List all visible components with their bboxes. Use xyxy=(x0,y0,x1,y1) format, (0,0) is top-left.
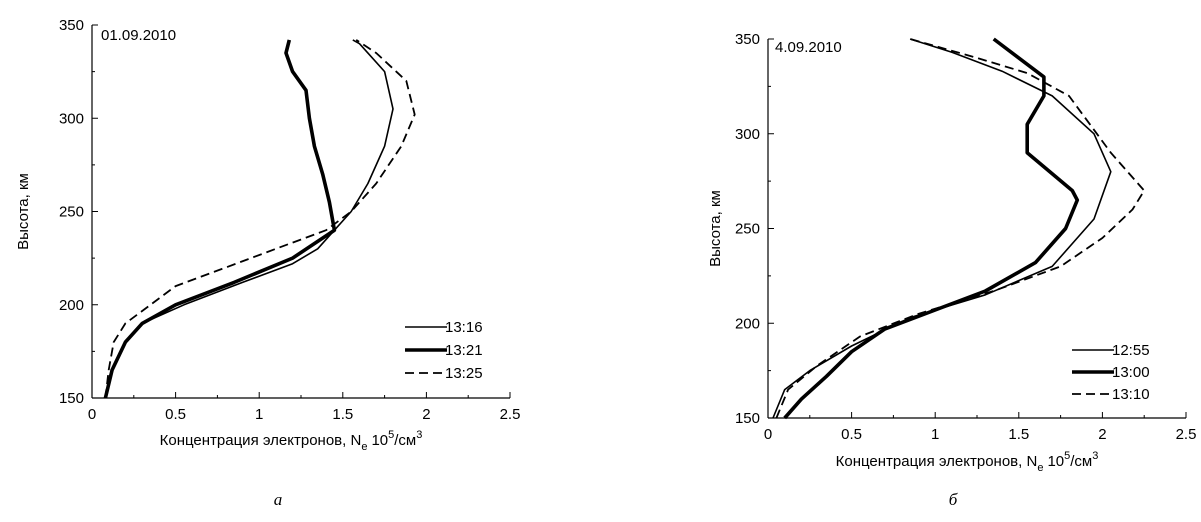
legend-label: 12:55 xyxy=(1112,342,1150,359)
y-axis-label: Высота, км xyxy=(15,173,32,250)
y-tick-label: 350 xyxy=(59,17,84,34)
y-tick-label: 300 xyxy=(59,110,84,127)
panel-caption: б xyxy=(949,490,958,509)
y-tick-label: 200 xyxy=(735,315,760,332)
x-axis-label-subscript: e xyxy=(361,441,367,453)
series-line-1310 xyxy=(775,38,1146,419)
y-tick-label: 200 xyxy=(59,297,84,314)
x-axis-label-unit2: /см xyxy=(1070,453,1092,470)
x-tick-label: 2.5 xyxy=(1176,426,1197,443)
x-axis-label-exponent: 5 xyxy=(388,429,394,441)
legend-label: 13:25 xyxy=(445,365,483,382)
x-axis-label-unit: 10 xyxy=(371,432,388,449)
y-axis-label: Высота, км xyxy=(707,190,724,267)
x-axis-label-text: Концентрация электронов, N xyxy=(836,453,1038,470)
y-tick-label: 250 xyxy=(735,221,760,238)
y-tick-label: 250 xyxy=(59,204,84,221)
x-tick-label: 1 xyxy=(255,406,263,423)
series-line-1316 xyxy=(104,39,394,399)
x-axis-label-exponent: 5 xyxy=(1064,450,1070,462)
y-tick-label: 150 xyxy=(735,410,760,427)
legend-label: 13:16 xyxy=(445,319,483,336)
legend-label: 13:00 xyxy=(1112,364,1150,381)
x-tick-label: 1 xyxy=(931,426,939,443)
x-axis-label: Концентрация электронов, Ne 105/см3 xyxy=(160,429,423,453)
x-tick-label: 0 xyxy=(88,406,96,423)
x-axis-label-exponent2: 3 xyxy=(1092,450,1098,462)
x-axis-label-unit: 10 xyxy=(1047,453,1064,470)
x-tick-label: 1.5 xyxy=(332,406,353,423)
x-tick-label: 2.5 xyxy=(500,406,521,423)
x-tick-label: 2 xyxy=(422,406,430,423)
chart-b: 0 0.5 1 1.5 2 2.5 150 200 250 300 350 4.09.2010 12:5… xyxy=(707,31,1196,509)
x-tick-label: 0.5 xyxy=(165,406,186,423)
y-tick-label: 300 xyxy=(735,126,760,143)
y-tick-label: 350 xyxy=(735,31,760,48)
series-line-1255 xyxy=(772,38,1112,419)
series-line-1300 xyxy=(783,37,1080,420)
legend-label: 13:21 xyxy=(445,342,483,359)
series-line-1321 xyxy=(103,39,337,399)
x-tick-label: 0 xyxy=(764,426,772,443)
x-tick-label: 2 xyxy=(1098,426,1106,443)
panel-caption: а xyxy=(274,490,283,509)
legend-label: 13:10 xyxy=(1112,386,1150,403)
chart-a: 0 0.5 1 1.5 2 2.5 150 200 250 300 350 01.09.2010 13:… xyxy=(15,17,520,509)
x-axis-label-subscript: e xyxy=(1037,462,1043,474)
y-tick-label: 150 xyxy=(59,390,84,407)
x-axis-label-text: Концентрация электронов, N xyxy=(160,432,362,449)
x-axis-label-unit2: /см xyxy=(394,432,416,449)
x-axis-label-exponent2: 3 xyxy=(416,429,422,441)
date-label: 01.09.2010 xyxy=(101,27,176,44)
x-tick-label: 0.5 xyxy=(841,426,862,443)
series-line-1325 xyxy=(104,39,416,399)
x-axis-label: Концентрация электронов, Ne 105/см3 xyxy=(836,450,1099,474)
date-label: 4.09.2010 xyxy=(775,39,842,56)
x-tick-label: 1.5 xyxy=(1008,426,1029,443)
